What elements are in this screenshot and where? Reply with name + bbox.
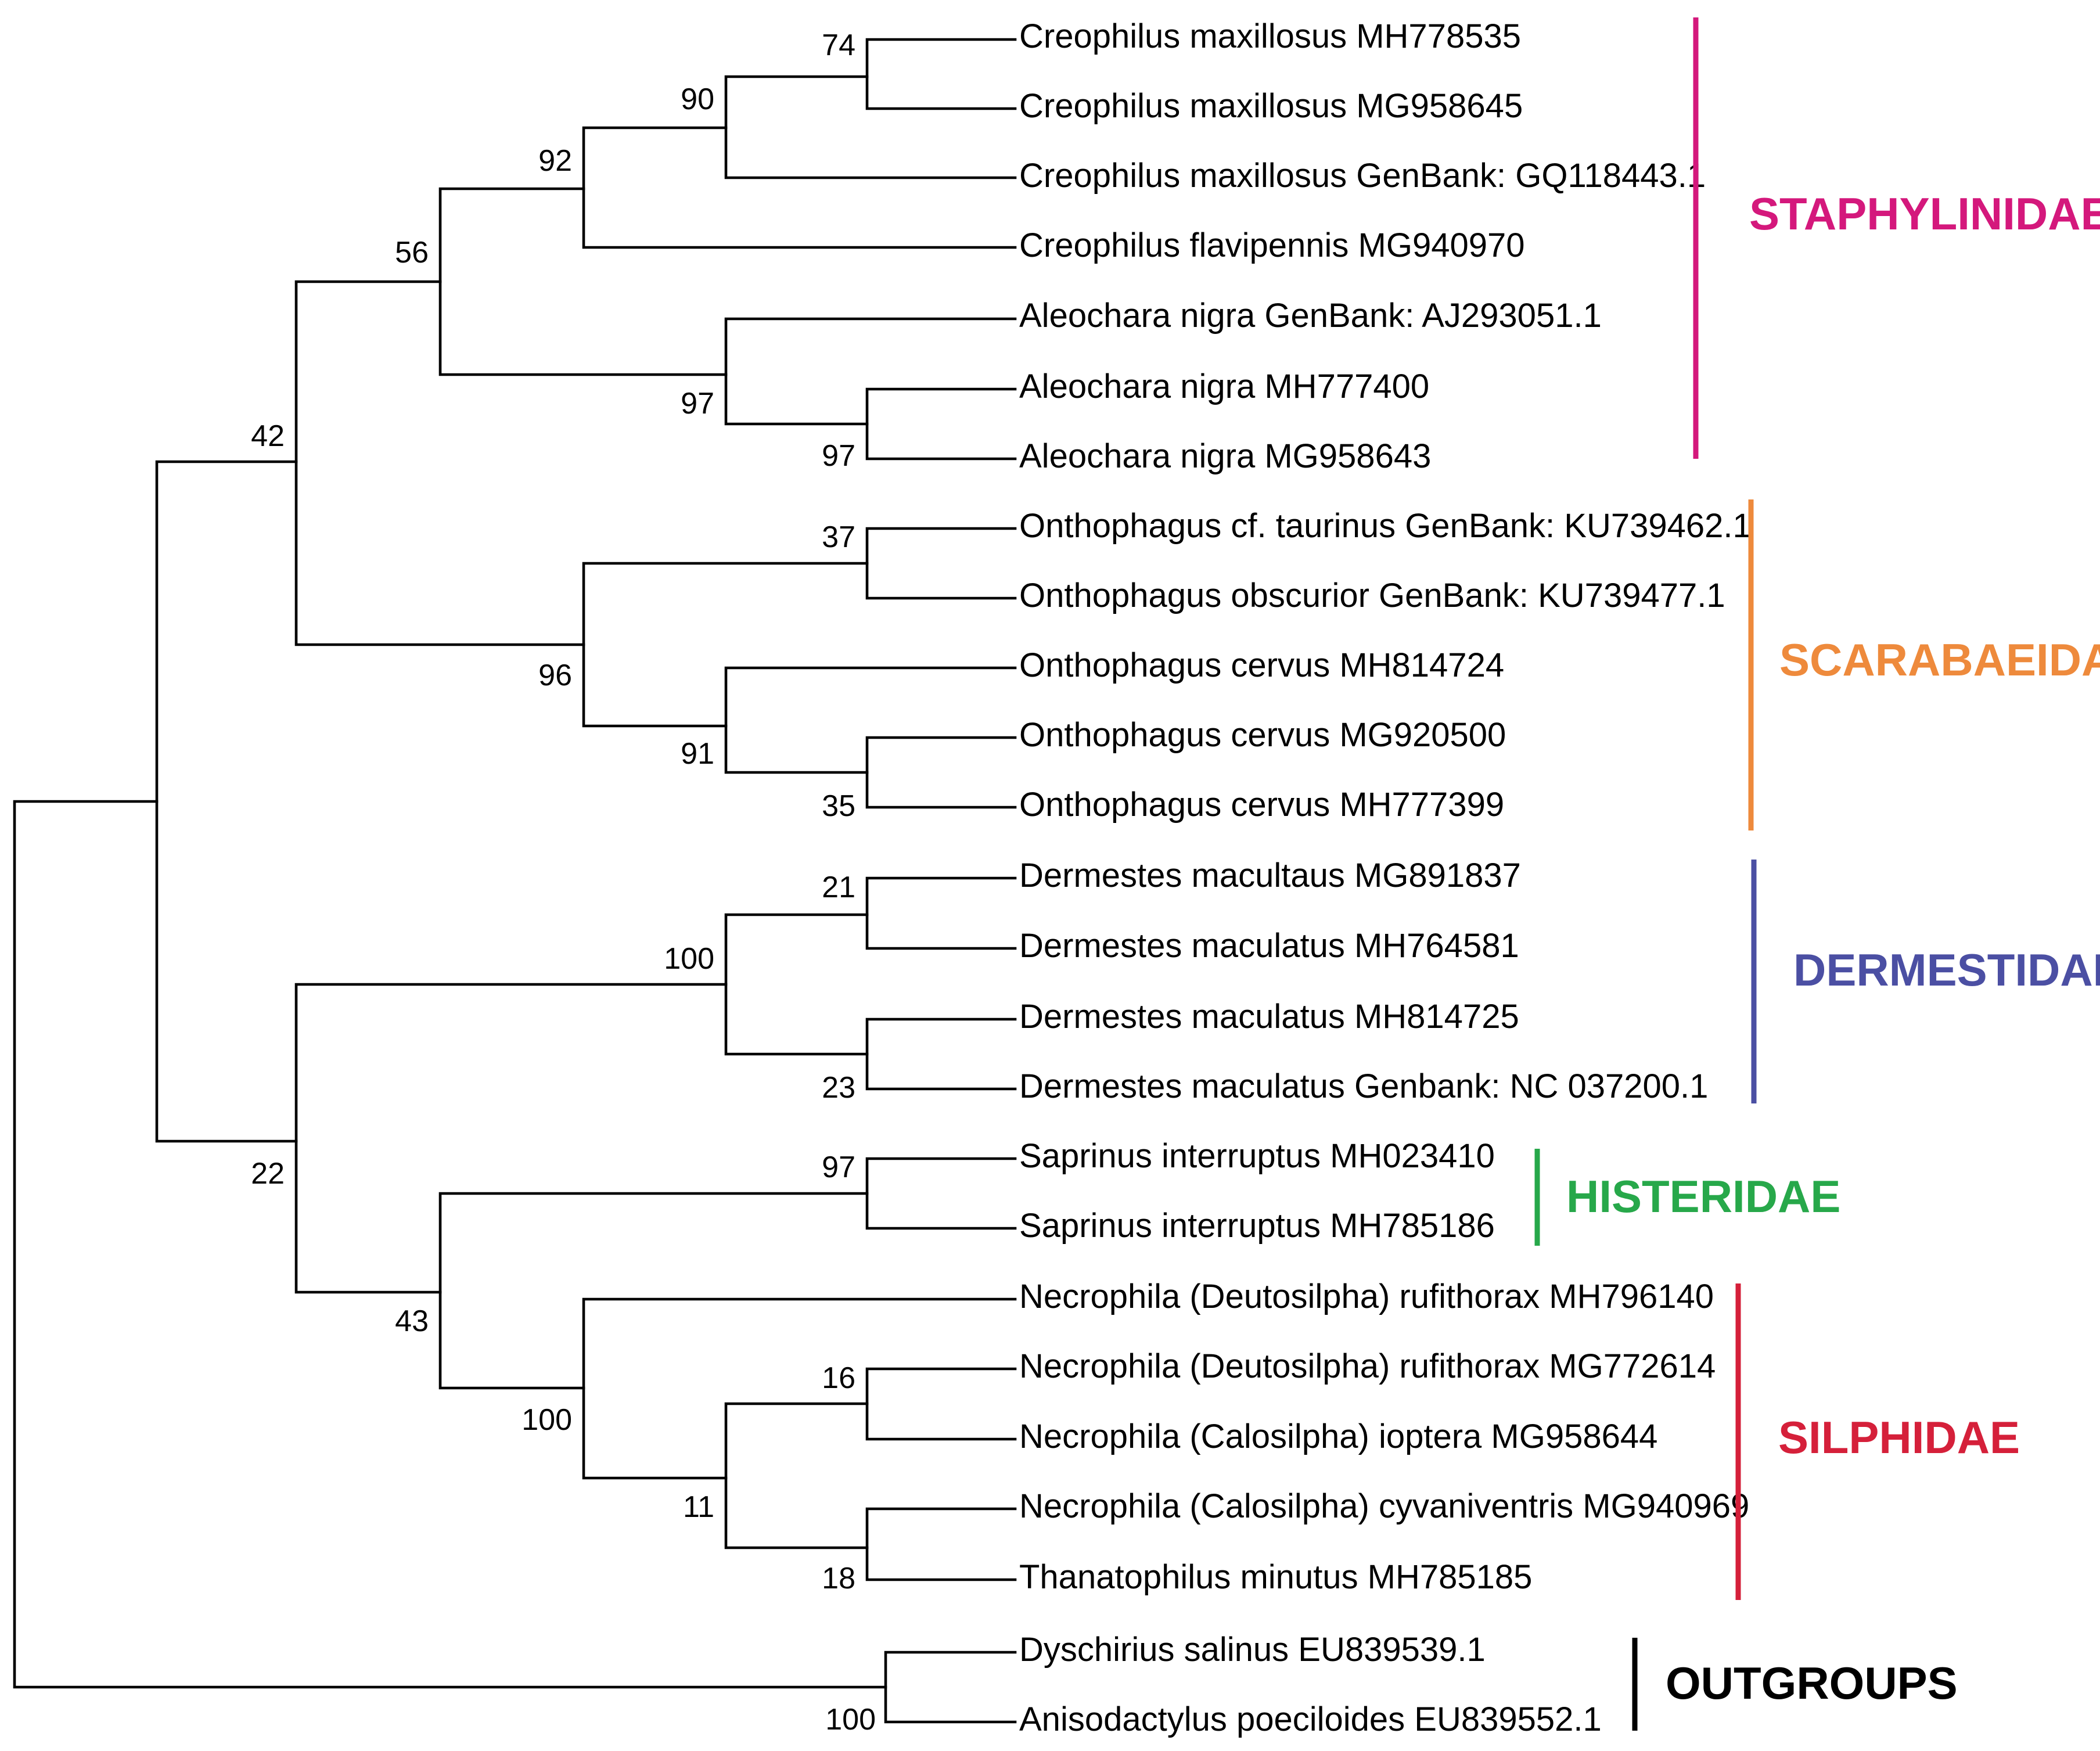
family-label-scarabaeidae: SCARABAEIDAE <box>1779 634 2100 685</box>
support-value: 92 <box>538 144 572 178</box>
taxon-label: Necrophila (Calosilpha) ioptera MG958644 <box>1019 1418 1657 1455</box>
branch-node-42 <box>294 280 585 646</box>
support-value: 96 <box>538 659 572 692</box>
family-label-staphylinidae: STAPHYLINIDAE <box>1749 188 2100 239</box>
taxon-labels: Creophilus maxillosus MH778535 Creophilu… <box>1019 17 1752 1738</box>
family-labels: STAPHYLINIDAE SCARABAEIDAE DERMESTIDAE H… <box>1566 188 2100 1709</box>
support-value: 37 <box>822 520 855 554</box>
taxon-label: Onthophagus cf. taurinus GenBank: KU7394… <box>1019 507 1752 545</box>
branch-node-35 <box>865 736 1017 809</box>
taxon-label: Saprinus interruptus MH785186 <box>1019 1207 1495 1245</box>
taxon-label: Necrophila (Deutosilpha) rufithorax MH79… <box>1019 1278 1714 1315</box>
support-values: 74 90 92 56 97 97 42 37 96 91 35 21 100 … <box>251 28 876 1736</box>
branch-node-90 <box>724 75 1017 179</box>
support-value: 97 <box>822 1150 855 1184</box>
branch-node-100-outgroup <box>884 1651 1017 1724</box>
branch-node-11 <box>724 1402 869 1549</box>
support-value: 22 <box>251 1157 285 1191</box>
support-value: 56 <box>395 236 429 269</box>
support-value: 35 <box>822 789 855 823</box>
family-label-histeridae: HISTERIDAE <box>1566 1171 1840 1222</box>
branch-node-22 <box>294 983 728 1294</box>
support-value: 23 <box>822 1071 855 1105</box>
branch-node-92 <box>582 126 1017 249</box>
branch-node-43 <box>438 1192 869 1390</box>
taxon-label: Dermestes maculatus Genbank: NC 037200.1 <box>1019 1067 1708 1105</box>
support-value: 21 <box>822 871 855 904</box>
taxon-label: Thanatophilus minutus MH785185 <box>1019 1558 1532 1596</box>
branch-node-21 <box>865 876 1017 950</box>
taxon-label: Onthophagus obscurior GenBank: KU739477.… <box>1019 577 1725 614</box>
taxon-label: Onthophagus cervus MH777399 <box>1019 786 1504 824</box>
branch-node-37 <box>865 527 1017 600</box>
branch-node-91 <box>724 666 1017 774</box>
family-label-dermestidae: DERMESTIDAE <box>1793 944 2100 995</box>
taxon-label: Dermestes maculatus MH814725 <box>1019 998 1519 1036</box>
support-value: 90 <box>681 82 714 116</box>
branch-node-97-aleochara <box>724 317 1017 426</box>
branch-node-97-aleochara-inner <box>865 387 1017 461</box>
support-value: 97 <box>681 387 714 420</box>
branch-node-56 <box>438 187 728 376</box>
taxon-label: Necrophila (Deutosilpha) rufithorax MG77… <box>1019 1347 1716 1385</box>
taxon-label: Aleochara nigra MG958643 <box>1019 437 1431 475</box>
branch-ingroup <box>155 460 298 1143</box>
taxon-label: Dermestes macultaus MG891837 <box>1019 857 1521 894</box>
family-label-silphidae: SILPHIDAE <box>1778 1412 2020 1463</box>
taxon-label: Creophilus flavipennis MG940970 <box>1019 226 1525 264</box>
taxon-label: Onthophagus cervus MG920500 <box>1019 716 1506 754</box>
taxon-label: Anisodactylus poeciloides EU839552.1 <box>1019 1700 1602 1738</box>
taxon-label: Aleochara nigra MH777400 <box>1019 368 1429 405</box>
tree-branches <box>13 38 1017 1724</box>
taxon-label: Necrophila (Calosilpha) cyvaniventris MG… <box>1019 1487 1749 1525</box>
support-value: 16 <box>822 1361 855 1395</box>
branch-node-97-histeridae <box>865 1157 1017 1230</box>
taxon-label: Creophilus maxillosus MG958645 <box>1019 87 1523 125</box>
branch-node-16 <box>865 1367 1017 1441</box>
support-value: 43 <box>395 1304 429 1338</box>
support-value: 100 <box>522 1403 572 1437</box>
taxon-label: Dyschirius salinus EU839539.1 <box>1019 1631 1486 1669</box>
family-label-outgroups: OUTGROUPS <box>1666 1657 1958 1709</box>
support-value: 91 <box>681 737 714 771</box>
branch-node-100-dermestidae <box>724 913 869 1056</box>
support-value: 100 <box>664 942 714 976</box>
taxon-label: Saprinus interruptus MH023410 <box>1019 1137 1495 1175</box>
taxon-label: Creophilus maxillosus GenBank: GQ118443.… <box>1019 157 1706 195</box>
taxon-label: Onthophagus cervus MH814724 <box>1019 646 1504 684</box>
taxon-label: Aleochara nigra GenBank: AJ293051.1 <box>1019 297 1602 335</box>
branch-node-74 <box>865 38 1017 110</box>
branch-root <box>13 800 887 1689</box>
branch-node-23 <box>865 1017 1017 1091</box>
branch-node-96 <box>582 562 869 728</box>
taxon-label: Creophilus maxillosus MH778535 <box>1019 17 1521 55</box>
support-value: 74 <box>822 28 855 62</box>
taxon-label: Dermestes maculatus MH764581 <box>1019 927 1519 965</box>
support-value: 100 <box>825 1703 876 1736</box>
support-value: 11 <box>683 1490 714 1524</box>
support-value: 97 <box>822 439 855 473</box>
support-value: 18 <box>822 1562 855 1595</box>
family-bars <box>1534 17 1757 1731</box>
support-value: 42 <box>251 419 285 453</box>
branch-node-100-silphidae <box>582 1297 1017 1480</box>
branch-node-18 <box>865 1507 1017 1581</box>
